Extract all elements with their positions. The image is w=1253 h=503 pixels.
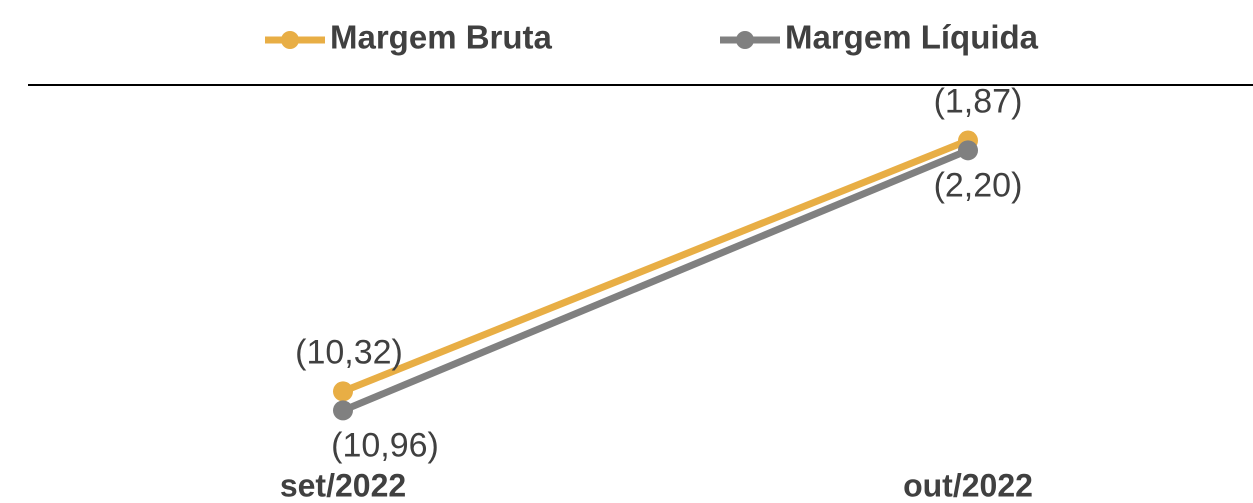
point [333, 381, 353, 402]
legend-marker [281, 31, 299, 49]
series-line [341, 147, 970, 414]
data-label: (1,87) [934, 83, 1023, 121]
legend-label: Margem Líquida [785, 19, 1039, 56]
series-line [341, 137, 970, 395]
x-tick-label: out/2022 [903, 467, 1033, 503]
data-label: (2,20) [934, 166, 1023, 204]
legend-marker [736, 31, 754, 49]
point [958, 140, 978, 161]
x-tick-label: set/2022 [280, 467, 406, 503]
data-label: (10,32) [295, 333, 403, 371]
point [333, 400, 353, 421]
legend-label: Margem Bruta [330, 19, 553, 56]
data-label: (10,96) [331, 426, 439, 464]
